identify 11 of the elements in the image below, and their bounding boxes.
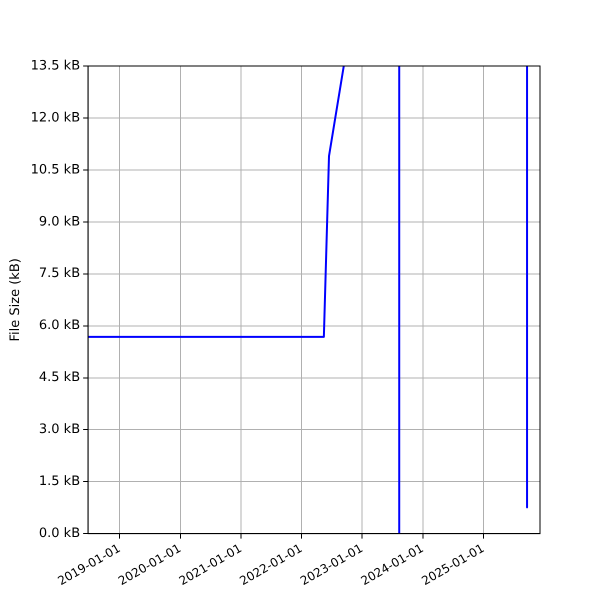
y-tick-label: 10.5 kB [30,162,80,178]
y-tick-label: 12.0 kB [30,110,80,126]
y-tick-label: 6.0 kB [38,318,80,334]
y-tick-label: 0.0 kB [38,526,80,542]
y-tick-label: 13.5 kB [30,58,80,74]
y-tick-label: 4.5 kB [38,370,80,386]
y-tick-label: 9.0 kB [38,214,80,230]
y-tick-label: 7.5 kB [38,266,80,282]
y-tick-label: 3.0 kB [38,422,80,438]
y-tick-label: 1.5 kB [38,474,80,490]
y-axis-title: File Size (kB) [8,258,24,342]
